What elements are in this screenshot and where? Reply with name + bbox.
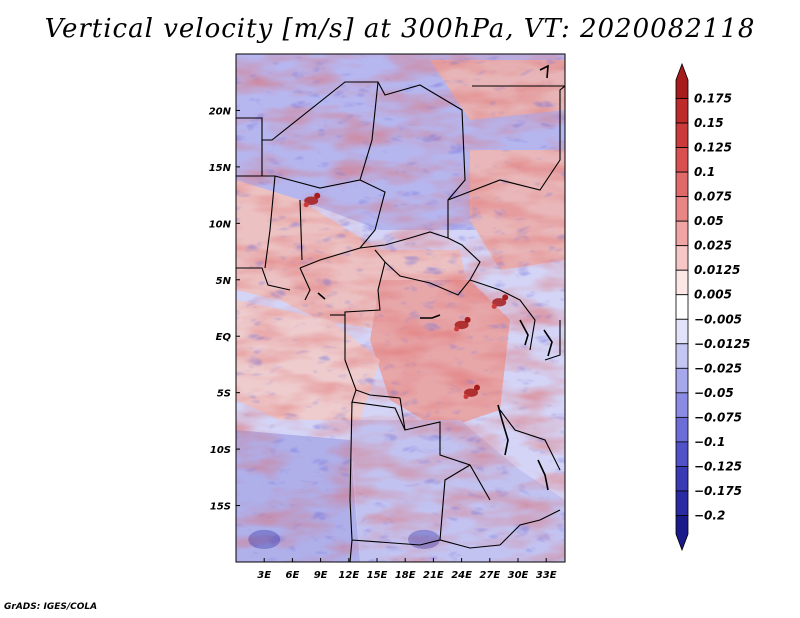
colorbar-label: 0.025 [694,239,732,253]
colorbar-label: −0.025 [694,361,742,375]
y-tick-label: EQ [216,332,232,343]
colorbar-swatch [675,294,689,320]
x-tick-label: 27E [479,570,500,581]
feature-negative-4 [248,529,281,550]
country-borders [236,81,565,562]
chart: 3E 6E 9E 12E 15E 18E 21E 24E 27E 30E 33E 20N 15N 10N… [209,53,750,581]
x-tick-label: 9E [314,570,328,581]
colorbar-label: 0.175 [694,92,732,106]
colorbar-swatch [675,466,689,492]
feature-negative-5 [408,529,440,550]
x-tick-label: 21E [423,570,444,581]
y-tick-label: 5S [217,389,231,400]
x-tick-label: 30E [508,570,529,581]
x-tick-label: 33E [536,570,557,581]
colorbar-label: 0.15 [694,116,724,130]
colorbar-label: 0.05 [694,214,724,228]
y-tick-label: 10S [210,445,231,456]
feature-positive-2 [491,294,509,309]
colorbar: 0.175 0.15 0.125 0.1 0.075 0.05 0.025 0.0125 0.0… [675,62,750,552]
colorbar-swatch [675,318,689,345]
colorbar-label: 0.125 [694,141,732,155]
x-tick-label: 15E [367,570,388,581]
colorbar-swatch [675,196,689,222]
x-tick-label: 18E [395,570,416,581]
colorbar-label: −0.2 [694,508,725,522]
colorbar-label: 0.075 [694,190,732,204]
colorbar-swatch [675,220,689,247]
colorbar-swatch [675,98,689,124]
colorbar-label: −0.0125 [694,337,750,351]
colorbar-swatch [675,147,689,173]
map-area [236,54,565,562]
field-texture-blue [236,54,565,562]
colorbar-label: −0.05 [694,386,734,400]
colorbar-swatch [675,269,689,296]
feature-positive-1 [463,384,480,400]
x-tick-label: 12E [338,570,359,581]
feature-positive-0 [454,316,471,332]
y-tick-label: 15N [209,163,232,174]
lakes-and-coast [317,64,553,491]
colorbar-swatch [675,392,689,418]
colorbar-label: 0.1 [694,165,715,179]
y-tick-label: 10N [209,219,232,230]
colorbar-label: −0.1 [694,435,725,449]
colorbar-swatch [675,122,689,148]
colorbar-label: −0.175 [694,484,742,498]
colorbar-label: −0.125 [694,459,742,473]
y-axis: 20N 15N 10N 5N EQ 5S 10S 15S [209,106,240,513]
x-tick-label: 24E [451,570,472,581]
colorbar-label: −0.075 [694,410,742,424]
x-tick-label: 6E [286,570,300,581]
colorbar-swatch [675,367,689,394]
map-frame [235,53,566,563]
y-tick-label: 5N [216,276,232,287]
x-tick-label: 3E [257,570,271,581]
colorbar-swatch-top [675,62,689,99]
colorbar-swatch-bottom [675,515,689,552]
x-axis: 3E 6E 9E 12E 15E 18E 21E 24E 27E 30E 33E [257,558,557,581]
colorbar-swatch [675,441,689,467]
y-tick-label: 15S [210,502,231,513]
colorbar-swatch [675,343,689,369]
convective-spots [248,192,509,550]
colorbar-swatch [675,416,689,443]
colorbar-label: 0.0125 [694,263,740,277]
colorbar-swatch [675,245,689,271]
colorbar-swatch [675,490,689,516]
colorbar-label: 0.005 [694,288,732,302]
colorbar-swatch [675,171,689,198]
grads-credit: GrADS: IGES/COLA [4,602,98,612]
chart-title: Vertical velocity [m/s] at 300hPa, VT: 2… [44,14,756,44]
colorbar-label: −0.005 [694,312,742,326]
y-tick-label: 20N [209,106,232,117]
feature-positive-3 [303,192,321,208]
